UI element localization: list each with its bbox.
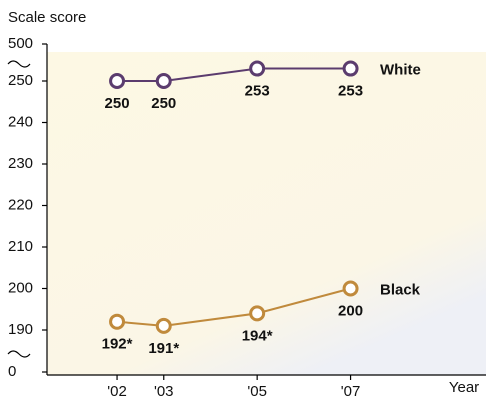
y-tick-label: 200 <box>8 279 33 296</box>
point <box>342 280 359 297</box>
point <box>342 60 359 77</box>
data-label: 253 <box>338 83 363 100</box>
axis-break <box>7 350 31 358</box>
y-tick-label: 500 <box>8 35 33 52</box>
series-label: White <box>380 62 421 79</box>
data-label: 250 <box>105 95 130 112</box>
y-tick-label: 240 <box>8 113 33 130</box>
x-tick-label: '02 <box>107 383 127 400</box>
y-tick-label: 220 <box>8 196 33 213</box>
point <box>249 60 266 77</box>
x-axis-label: Year <box>449 379 479 396</box>
point <box>109 73 126 89</box>
data-label: 192* <box>102 336 133 353</box>
series-line <box>116 287 351 327</box>
y-tick-label: 210 <box>8 238 33 255</box>
point <box>249 305 266 322</box>
series-line <box>117 67 351 82</box>
data-label: 250 <box>151 95 176 112</box>
axis-break <box>7 60 31 68</box>
y-tick-label: 190 <box>8 321 33 338</box>
data-label: 191* <box>148 340 179 357</box>
y-tick-label: 230 <box>8 155 33 172</box>
point <box>155 73 172 89</box>
data-label: 253 <box>245 83 270 100</box>
point <box>155 317 172 334</box>
data-label: 194* <box>242 327 273 344</box>
y-tick-label: 250 <box>8 72 33 89</box>
series-label: Black <box>380 281 421 298</box>
x-tick-label: '05 <box>247 383 267 400</box>
x-tick-label: '07 <box>341 383 361 400</box>
x-tick-label: '03 <box>154 383 174 400</box>
point <box>109 313 126 330</box>
data-label: 200 <box>338 302 363 319</box>
y-tick-label: 0 <box>8 363 16 380</box>
y-axis-label: Scale score <box>8 9 86 26</box>
